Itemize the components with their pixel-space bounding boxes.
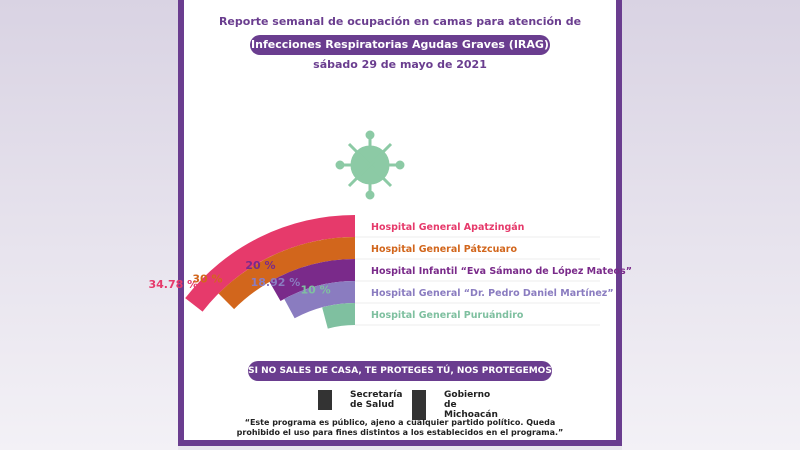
background-left [0, 0, 178, 450]
slogan: SI NO SALES DE CASA, TE PROTEGES TÚ, NOS… [248, 361, 552, 396]
disclaimer: “Este programa es público, ajeno a cualq… [236, 418, 564, 437]
bar [284, 281, 355, 319]
legend-label: Hospital General Puruándiro [371, 310, 524, 321]
legend-label: Hospital General Pátzcuaro [371, 244, 517, 255]
bar [185, 215, 355, 312]
value-label: 20 % [245, 259, 275, 272]
value-label: 34.78 % [148, 278, 198, 291]
virus-icon [335, 130, 405, 200]
value-label: 18.92 % [251, 276, 301, 289]
bar [322, 303, 355, 329]
title: Reporte semanal de ocupación en camas pa… [218, 15, 582, 28]
value-label: 10 % [300, 284, 330, 297]
logo-salud: Secretaría de Salud [318, 390, 402, 410]
background-right [622, 0, 800, 450]
legend-label: Hospital Infantil “Eva Sámano de López M… [371, 266, 632, 277]
legend-label: Hospital General Apatzingán [371, 222, 525, 233]
bar [269, 259, 355, 301]
bar [218, 237, 355, 310]
legend-label: Hospital General “Dr. Pedro Daniel Martí… [371, 288, 614, 299]
logo-gobierno: Gobierno de Michoacán [412, 390, 498, 420]
value-label: 30 % [192, 272, 222, 285]
subtitle: Infecciones Respiratorias Agudas Graves … [250, 35, 550, 55]
date: sábado 29 de mayo de 2021 [313, 58, 487, 71]
